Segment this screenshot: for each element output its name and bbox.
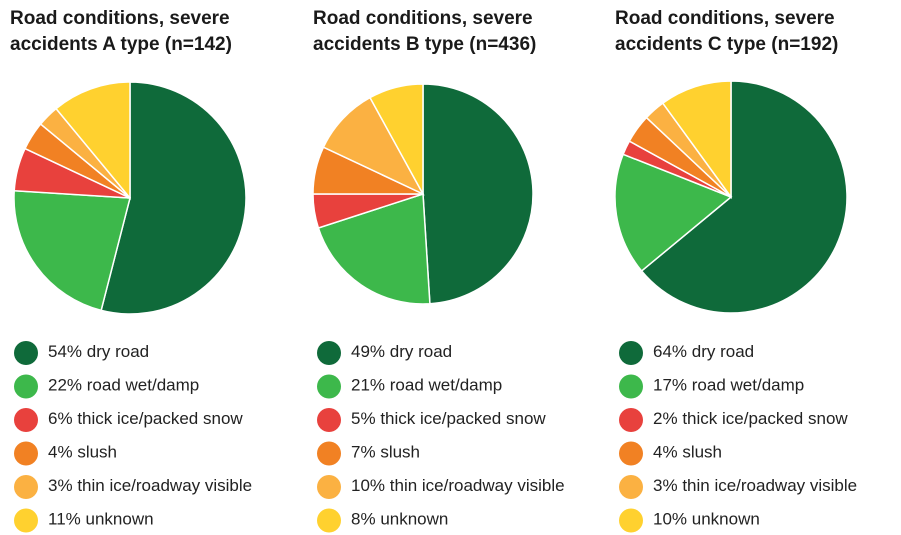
legend-value: 22% [48,376,82,395]
legend-swatch [317,508,341,533]
chart-title: Road conditions, severe [615,8,835,29]
legend-value: 4% [653,443,678,462]
legend-label: thick ice/packed snow [682,409,848,428]
pie-slice [368,83,424,195]
legend-swatch [317,475,341,499]
legend-swatch [317,441,341,466]
legend-swatch [619,374,643,399]
legend-swatch [14,408,38,432]
legend-swatch [619,508,643,533]
legend-entry: 17% road wet/damp [653,376,804,395]
legend-entry: 22% road wet/damp [48,376,199,395]
pie-slice [55,81,131,201]
legend-label: slush [380,443,420,462]
legend-value: 2% [653,409,678,428]
pie-slice [614,153,733,272]
legend-label: dry road [692,342,754,361]
legend-swatch [14,374,38,399]
legend-entry: 6% thick ice/packed snow [48,409,243,428]
pie-slice [640,80,848,314]
legend-value: 64% [653,342,687,361]
legend-swatch [619,475,643,499]
legend-swatch [14,341,38,365]
pie-slice [13,189,131,312]
legend-label: thick ice/packed snow [77,409,243,428]
legend-swatch [317,408,341,432]
legend-value: 7% [351,443,376,462]
chart-title: accidents A type (n=142) [10,34,232,55]
legend-label: thin ice/roadway visible [390,476,565,495]
legend-label: dry road [87,342,149,361]
legend-swatch [14,508,38,533]
pie-slice [661,80,732,200]
legend-swatch [619,441,643,466]
chart-title: Road conditions, severe [313,8,533,29]
legend-label: slush [77,443,117,462]
legend-swatch [317,341,341,365]
legend-entry: 4% slush [48,443,117,462]
legend-value: 21% [351,376,385,395]
legend-swatch [14,475,38,499]
legend-value: 11% [48,510,81,529]
legend-label: thick ice/packed snow [380,409,546,428]
legend-value: 54% [48,342,82,361]
chart-title: accidents C type (n=192) [615,34,838,55]
legend-label: unknown [86,510,154,529]
legend-entry: 3% thin ice/roadway visible [653,476,857,495]
legend-entry: 2% thick ice/packed snow [653,409,848,428]
legend-swatch [619,408,643,432]
legend-swatch [619,341,643,365]
legend-swatch [14,441,38,466]
legend-label: road wet/damp [692,376,804,395]
legend-entry: 3% thin ice/roadway visible [48,476,252,495]
pie-slice [100,81,247,315]
legend-entry: 11% unknown [48,510,154,529]
legend-value: 8% [351,510,376,529]
pie-slice [422,83,534,305]
legend-label: slush [682,443,722,462]
legend-entry: 8% unknown [351,510,448,529]
legend-label: thin ice/roadway visible [77,476,252,495]
pie-slice [317,192,431,305]
legend-entry: 54% dry road [48,342,149,361]
legend-entry: 10% unknown [653,510,760,529]
legend-value: 10% [351,476,385,495]
legend-entry: 5% thick ice/packed snow [351,409,546,428]
legend-entry: 7% slush [351,443,420,462]
legend-swatch [317,374,341,399]
legend-label: thin ice/roadway visible [682,476,857,495]
legend-value: 17% [653,376,687,395]
legend-label: dry road [390,342,452,361]
legend-label: road wet/damp [87,376,199,395]
legend-entry: 10% thin ice/roadway visible [351,476,565,495]
chart-title: accidents B type (n=436) [313,34,536,55]
chart-title: Road conditions, severe [10,8,230,29]
legend-entry: 64% dry road [653,342,754,361]
legend-value: 10% [653,510,687,529]
legend-value: 5% [351,409,376,428]
legend-label: unknown [380,510,448,529]
legend-entry: 4% slush [653,443,722,462]
legend-value: 3% [48,476,73,495]
legend-value: 49% [351,342,385,361]
legend-value: 3% [653,476,678,495]
legend-value: 4% [48,443,73,462]
legend-entry: 49% dry road [351,342,452,361]
legend-label: road wet/damp [390,376,502,395]
legend-value: 6% [48,409,73,428]
legend-label: unknown [692,510,760,529]
legend-entry: 21% road wet/damp [351,376,502,395]
